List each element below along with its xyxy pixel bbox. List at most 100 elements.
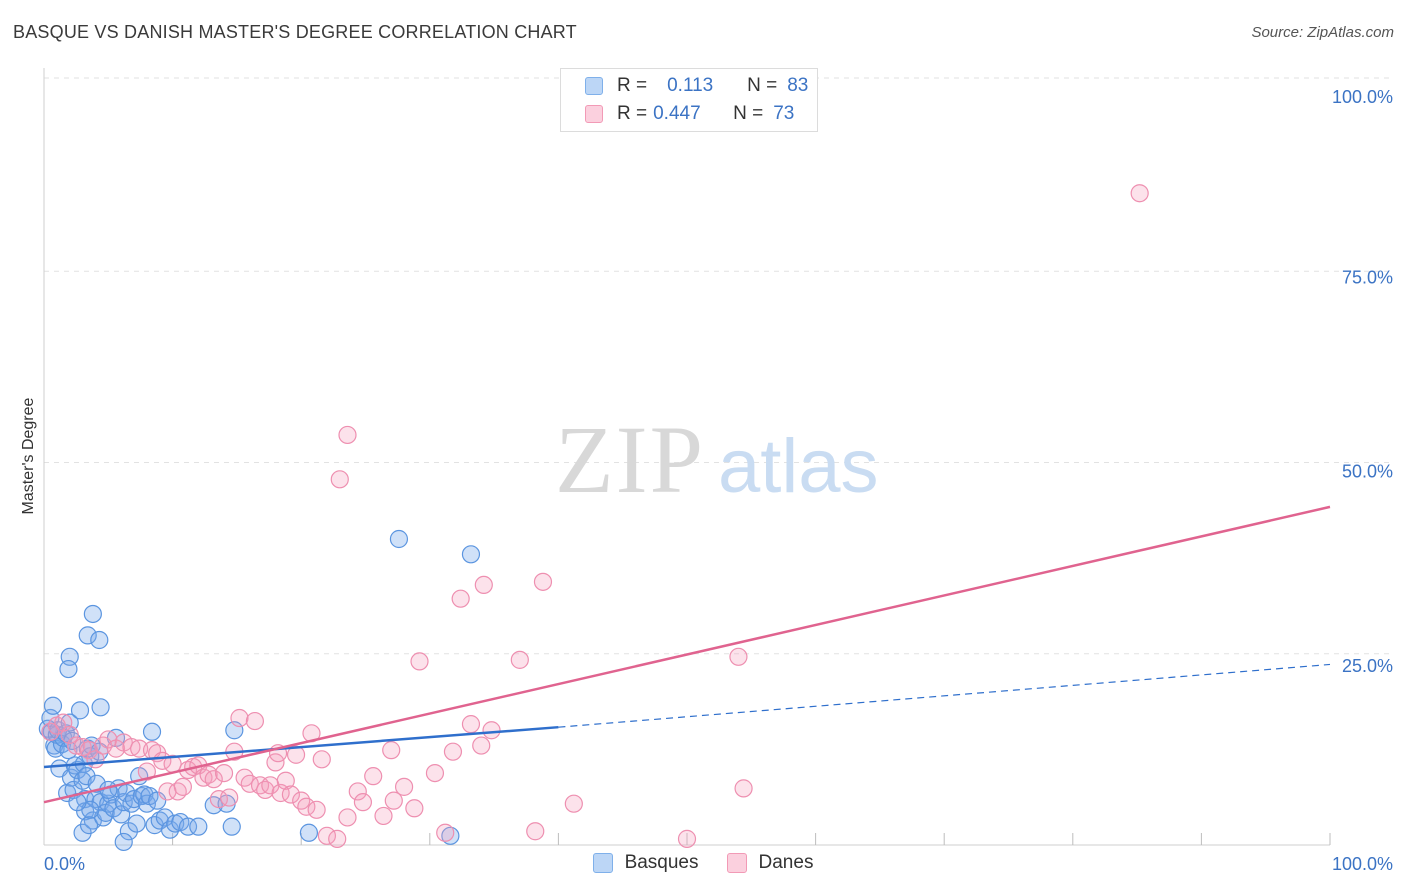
data-point-danes <box>382 741 401 760</box>
data-point-basques <box>299 823 319 842</box>
data-point-danes <box>510 650 529 669</box>
legend-row-basques: R = 0.113 N = 83 <box>585 73 808 99</box>
watermark-atlas: atlas <box>718 424 879 509</box>
data-point-danes <box>482 721 501 740</box>
data-points <box>38 184 1149 852</box>
data-point-basques <box>77 767 96 786</box>
data-point-basques <box>178 817 198 836</box>
legend-r-value: 0.447 <box>653 103 701 124</box>
trend-lines <box>43 505 1331 804</box>
data-point-basques <box>91 698 110 717</box>
data-point-danes <box>425 763 445 783</box>
legend-swatch-basques <box>585 77 603 95</box>
data-point-basques <box>189 817 208 836</box>
data-point-basques <box>461 545 481 564</box>
grid-lines <box>44 77 1392 655</box>
data-point-danes <box>348 782 367 801</box>
data-point-danes <box>276 771 295 790</box>
trend-line-basques <box>43 725 559 769</box>
data-point-danes <box>328 829 347 848</box>
legend-r-label: R = <box>617 103 648 124</box>
y-tick-label: 50.0% <box>1342 462 1393 482</box>
data-point-basques <box>150 811 169 830</box>
y-tick-label: 25.0% <box>1342 656 1393 676</box>
legend-n-label: N = <box>733 103 764 124</box>
watermark: ZIP atlas <box>555 406 879 513</box>
data-point-danes <box>281 785 301 804</box>
data-point-danes <box>330 470 349 489</box>
data-point-basques <box>59 659 78 679</box>
data-point-danes <box>338 425 357 445</box>
legend-r-value: 0.113 <box>667 75 714 96</box>
data-point-danes <box>1130 184 1149 203</box>
legend-item-basques: Basques <box>592 852 699 874</box>
data-point-danes <box>338 808 357 827</box>
data-point-danes <box>79 741 99 760</box>
data-point-danes <box>526 822 545 841</box>
series-legend: Basques Danes <box>0 852 1406 874</box>
data-point-danes <box>410 652 429 671</box>
tick-labels: 100.0% 75.0% 50.0% 25.0% 0.0% 100.0% <box>44 87 1393 874</box>
data-point-danes <box>99 730 118 749</box>
data-point-danes <box>461 715 481 734</box>
data-point-basques <box>222 817 241 836</box>
data-point-danes <box>245 711 265 731</box>
data-point-basques <box>389 529 409 549</box>
data-point-basques <box>70 701 90 720</box>
data-point-basques <box>43 696 63 715</box>
data-point-danes <box>204 770 223 789</box>
x-tick-label: 100.0% <box>1332 854 1393 874</box>
data-point-danes <box>729 647 748 666</box>
data-point-danes <box>394 777 414 796</box>
trend-line-basques-extension <box>558 663 1331 728</box>
data-point-danes <box>436 823 455 842</box>
data-point-danes <box>173 777 192 796</box>
legend-swatch-danes <box>726 853 747 873</box>
legend-label-danes: Danes <box>758 852 814 873</box>
x-tick-label: 0.0% <box>44 854 85 874</box>
legend-item-danes: Danes <box>726 852 814 874</box>
data-point-danes <box>384 791 403 810</box>
data-point-danes <box>312 750 331 769</box>
data-point-danes <box>374 806 393 826</box>
legend-swatch-danes <box>585 105 603 123</box>
source-credit: Source: ZipAtlas.com <box>1251 24 1394 41</box>
legend-label-basques: Basques <box>624 852 699 873</box>
data-point-danes <box>734 779 753 798</box>
data-point-danes <box>137 762 156 781</box>
data-point-danes <box>297 797 316 816</box>
data-point-danes <box>451 589 470 608</box>
correlation-legend: R = 0.113 N = 83 R = 0.447 N = 73 <box>560 68 818 132</box>
data-point-danes <box>474 575 493 595</box>
data-point-danes <box>564 794 583 813</box>
data-point-basques <box>78 626 97 645</box>
data-point-danes <box>214 763 234 783</box>
y-tick-label: 100.0% <box>1332 87 1393 107</box>
y-tick-label: 75.0% <box>1342 267 1393 287</box>
data-point-danes <box>405 799 424 818</box>
data-point-danes <box>60 725 79 744</box>
data-point-basques <box>90 630 109 650</box>
data-point-basques <box>114 832 133 852</box>
data-point-basques <box>127 814 146 833</box>
legend-swatch-basques <box>592 853 613 873</box>
legend-n-label: N = <box>747 75 778 96</box>
data-point-danes <box>220 788 239 807</box>
legend-n-value: 73 <box>773 103 795 124</box>
data-point-danes <box>122 737 141 757</box>
data-point-danes <box>472 736 491 755</box>
data-point-basques <box>119 822 138 841</box>
legend-row-danes: R = 0.447 N = 73 <box>585 101 794 127</box>
data-point-danes <box>317 826 337 845</box>
data-point-danes <box>364 767 383 786</box>
axes <box>43 68 1331 846</box>
data-point-basques <box>142 722 162 741</box>
data-point-danes <box>443 742 463 761</box>
data-point-danes <box>677 829 697 848</box>
data-point-danes <box>353 793 373 812</box>
legend-r-label: R = <box>617 75 648 96</box>
data-point-danes <box>307 800 326 819</box>
y-axis-label: Master's Degree <box>20 397 37 514</box>
data-point-basques <box>79 816 99 835</box>
